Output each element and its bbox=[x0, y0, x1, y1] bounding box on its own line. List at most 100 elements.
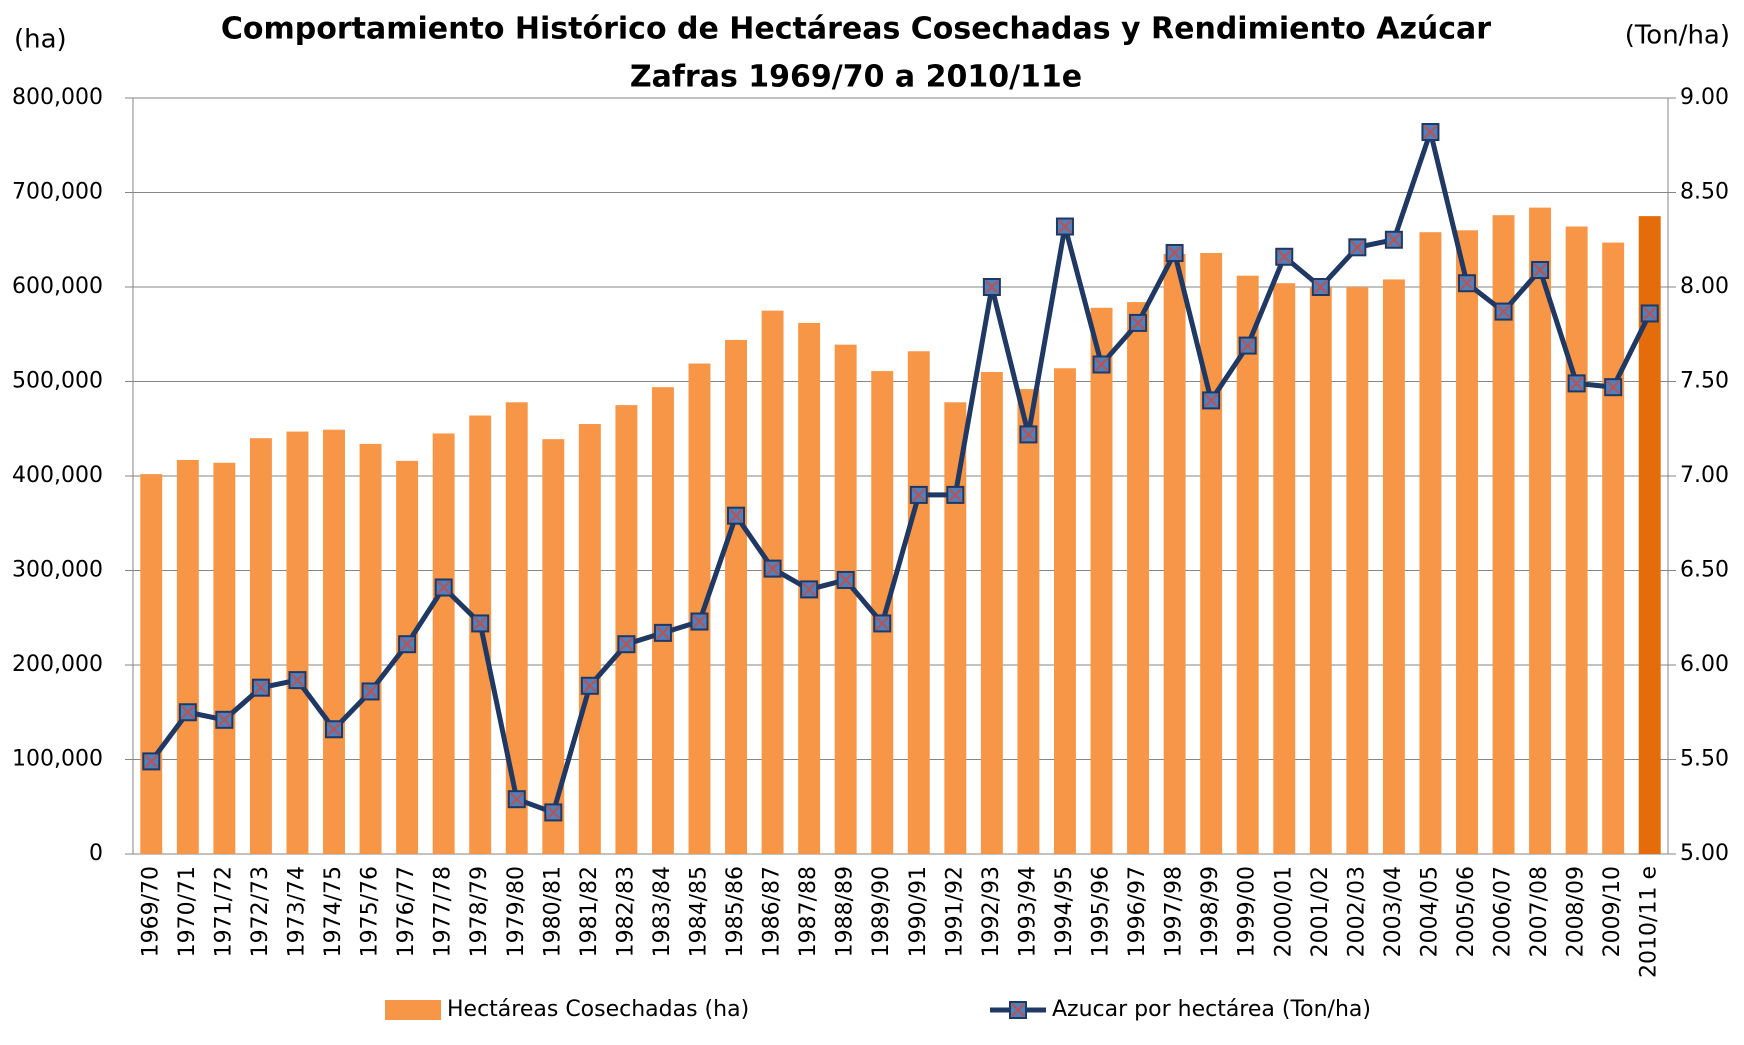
y-tick-label: 400,000 bbox=[12, 463, 103, 488]
x-tick-label: 2007/08 bbox=[1527, 866, 1552, 957]
marker-cross bbox=[1094, 357, 1109, 372]
x-tick-label: 2000/01 bbox=[1271, 866, 1296, 957]
marker-cross bbox=[1277, 250, 1291, 264]
y-tick-label: 500,000 bbox=[12, 369, 103, 394]
bar bbox=[1638, 216, 1661, 854]
marker-cross bbox=[1350, 240, 1365, 255]
marker-cross bbox=[1314, 280, 1328, 294]
marker bbox=[727, 506, 746, 525]
bar bbox=[834, 344, 857, 854]
marker bbox=[580, 676, 599, 695]
marker-cross bbox=[1496, 304, 1511, 319]
x-tick-label: 1985/86 bbox=[723, 866, 748, 957]
x-tick-label: 2010/11 e bbox=[1637, 866, 1662, 978]
y-tick-label: 100,000 bbox=[12, 747, 103, 772]
marker-cross bbox=[400, 637, 414, 651]
marker-cross bbox=[1240, 338, 1255, 353]
marker bbox=[361, 682, 380, 701]
bar bbox=[688, 363, 711, 854]
marker bbox=[215, 710, 234, 729]
bar bbox=[651, 387, 674, 854]
marker bbox=[836, 570, 855, 589]
marker bbox=[1129, 313, 1148, 332]
marker bbox=[653, 623, 672, 642]
marker bbox=[142, 752, 161, 771]
x-tick-label: 1993/94 bbox=[1015, 866, 1040, 957]
marker bbox=[1055, 217, 1074, 236]
x-tick-label: 1990/91 bbox=[906, 866, 931, 957]
bar bbox=[213, 462, 236, 854]
marker bbox=[507, 790, 526, 809]
x-tick-label: 2004/05 bbox=[1417, 866, 1442, 957]
bar bbox=[542, 439, 565, 854]
chart-subtitle: Zafras 1969/70 a 2010/11e bbox=[630, 60, 1082, 95]
x-tick-label: 2005/06 bbox=[1454, 866, 1479, 957]
marker bbox=[1348, 238, 1367, 257]
x-tick-label: 1969/70 bbox=[138, 866, 163, 957]
bar bbox=[944, 402, 967, 854]
x-tick-label: 1991/92 bbox=[942, 866, 967, 957]
marker-cross bbox=[802, 582, 816, 597]
marker bbox=[873, 614, 892, 633]
marker bbox=[1604, 378, 1623, 397]
bar bbox=[1090, 307, 1113, 854]
y2-tick-label: 8.50 bbox=[1680, 180, 1729, 205]
marker-cross bbox=[510, 792, 524, 806]
x-tick-label: 1976/77 bbox=[394, 866, 419, 957]
marker-cross bbox=[765, 561, 780, 576]
marker bbox=[544, 803, 563, 822]
marker-cross bbox=[912, 488, 926, 502]
y2-tick-label: 9.00 bbox=[1680, 85, 1729, 110]
marker-cross bbox=[583, 679, 597, 693]
bar bbox=[140, 474, 163, 854]
marker-cross bbox=[327, 722, 341, 736]
marker-cross bbox=[1387, 233, 1401, 247]
marker-cross bbox=[1423, 125, 1438, 139]
y2-tick-label: 7.00 bbox=[1680, 463, 1729, 488]
x-tick-label: 2003/04 bbox=[1381, 866, 1406, 957]
marker bbox=[1311, 278, 1330, 296]
marker-cross bbox=[875, 616, 889, 631]
bar bbox=[1565, 226, 1588, 854]
x-tick-label: 2002/03 bbox=[1344, 866, 1369, 957]
x-tick-label: 1986/87 bbox=[760, 866, 785, 957]
marker-cross bbox=[546, 805, 561, 820]
bar bbox=[1529, 207, 1552, 854]
marker bbox=[763, 559, 782, 578]
marker-cross bbox=[1167, 246, 1182, 260]
legend-label: Azucar por hectárea (Ton/ha) bbox=[1052, 997, 1371, 1022]
marker-cross bbox=[1058, 219, 1072, 234]
marker-cross bbox=[1131, 316, 1145, 330]
legend-swatch bbox=[385, 1000, 441, 1020]
marker-cross bbox=[290, 673, 305, 687]
bar bbox=[1163, 253, 1186, 855]
x-tick-label: 1984/85 bbox=[686, 866, 711, 957]
marker-cross bbox=[254, 680, 268, 695]
x-tick-label: 1973/74 bbox=[284, 866, 309, 957]
marker-cross bbox=[144, 754, 158, 769]
bar bbox=[578, 424, 601, 854]
marker bbox=[1531, 260, 1550, 279]
bar bbox=[396, 460, 419, 854]
y2-tick-label: 5.00 bbox=[1680, 841, 1729, 866]
x-tick-label: 1995/96 bbox=[1089, 866, 1114, 957]
x-tick-label: 1975/76 bbox=[358, 866, 383, 957]
marker-cross bbox=[1021, 427, 1036, 442]
bar bbox=[1236, 275, 1259, 854]
marker bbox=[946, 485, 965, 504]
bar bbox=[1346, 287, 1369, 854]
bar bbox=[359, 443, 382, 854]
marker-cross bbox=[473, 616, 487, 631]
marker bbox=[800, 580, 819, 599]
marker bbox=[1202, 391, 1221, 410]
marker-cross bbox=[1606, 380, 1620, 394]
x-tick-label: 1999/00 bbox=[1235, 866, 1260, 957]
marker-cross bbox=[729, 508, 743, 523]
bar bbox=[907, 351, 930, 854]
y2-tick-label: 8.00 bbox=[1680, 274, 1729, 299]
x-tick-label: 1997/98 bbox=[1162, 866, 1187, 957]
x-tick-label: 1981/82 bbox=[577, 866, 602, 957]
marker bbox=[909, 485, 928, 504]
x-tick-label: 1983/84 bbox=[650, 866, 675, 957]
bar bbox=[871, 371, 894, 854]
